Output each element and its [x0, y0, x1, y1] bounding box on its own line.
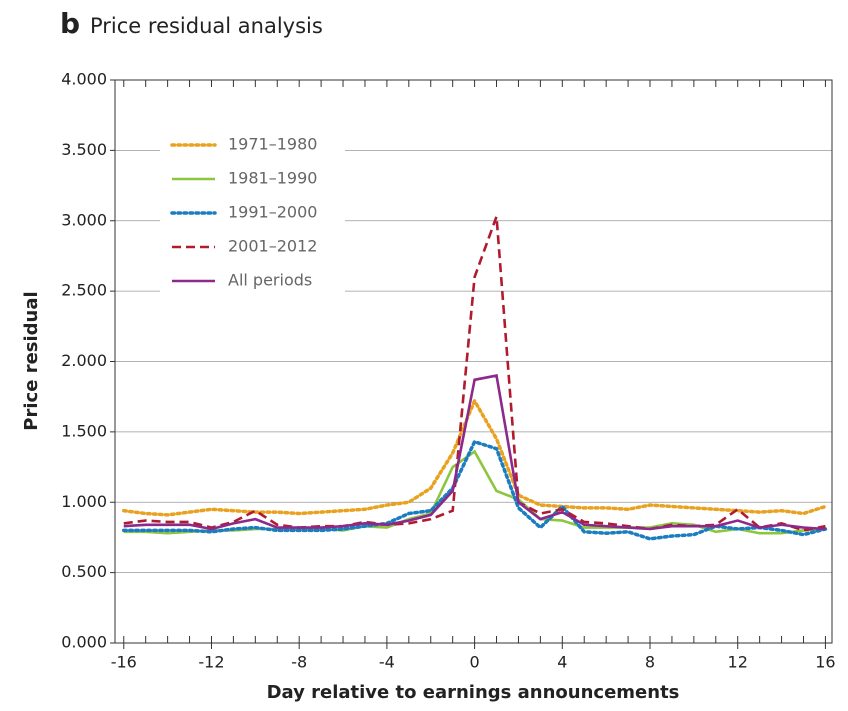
x-tick-label: 16: [815, 653, 835, 672]
x-tick-label: -8: [291, 653, 307, 672]
y-tick-label: 3.000: [61, 210, 107, 229]
x-tick-label: -4: [379, 653, 395, 672]
chart-title: Price residual analysis: [90, 14, 323, 38]
legend-label: 1981–1990: [228, 169, 317, 188]
plot-frame: [114, 79, 833, 644]
series-line: [122, 439, 828, 541]
y-tick-label: 1.500: [61, 421, 107, 440]
y-tick-label: 1.000: [61, 492, 107, 511]
x-tick-label: 12: [728, 653, 748, 672]
panel-label: b: [60, 7, 80, 40]
x-tick-label: 0: [470, 653, 480, 672]
legend-background: [160, 125, 345, 297]
series-line: [122, 396, 828, 517]
y-tick-label: 0.500: [61, 562, 107, 581]
x-axis-label: Day relative to earnings announcements: [267, 682, 680, 703]
y-tick-label: 2.500: [61, 281, 107, 300]
series-line: [123, 374, 826, 531]
y-tick-label: 2.000: [61, 351, 107, 370]
x-tick-label: 4: [557, 653, 567, 672]
legend-label: 1971–1980: [228, 135, 317, 154]
y-tick-label: 0.000: [61, 633, 107, 652]
x-tick-label: -12: [198, 653, 224, 672]
legend-label: 1991–2000: [228, 203, 317, 222]
y-tick-label: 4.000: [61, 70, 107, 89]
legend-label: 2001–2012: [228, 237, 317, 256]
x-tick-label: -16: [111, 653, 137, 672]
y-tick-label: 3.500: [61, 140, 107, 159]
x-tick-label: 8: [645, 653, 655, 672]
y-axis-label: Price residual: [21, 291, 42, 430]
legend-label: All periods: [228, 271, 312, 290]
